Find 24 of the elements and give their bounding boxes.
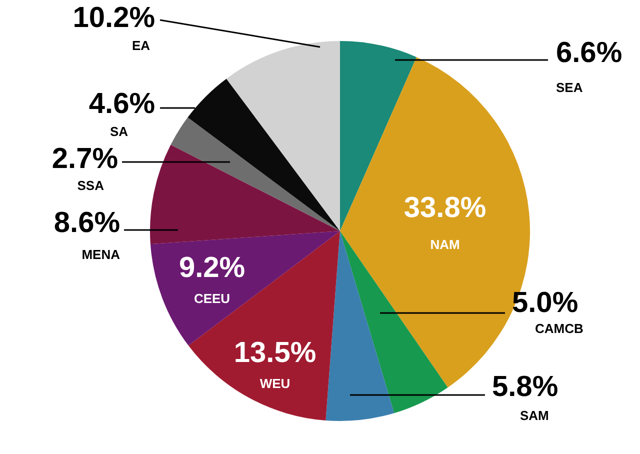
data-label: 10.2% — [72, 2, 156, 34]
pie-slice — [170, 117, 340, 231]
slice-label: SAM — [520, 408, 549, 423]
data-label: 9.2% — [178, 252, 246, 284]
slice-label: MENA — [82, 247, 121, 262]
data-label: 4.6% — [88, 88, 156, 120]
slice-label: CEEU — [194, 291, 230, 306]
data-label: 13.5% — [234, 337, 316, 369]
slice-label: SSA — [77, 178, 105, 193]
data-label: 2.7% — [52, 143, 118, 175]
slice-label: SA — [110, 124, 129, 139]
pie-slice — [150, 144, 340, 244]
data-label: 5.8% — [492, 371, 558, 403]
data-label: 33.8% — [404, 192, 486, 224]
data-label: 5.0% — [512, 287, 578, 319]
slice-label: WEU — [260, 376, 290, 391]
pie-slice — [326, 231, 394, 421]
slice-label: CAMCB — [535, 321, 584, 336]
data-label: 6.6% — [556, 37, 622, 69]
slice-label: SEA — [556, 80, 584, 95]
pie-slice — [226, 41, 340, 231]
data-label: 8.6% — [54, 207, 120, 239]
slice-label: NAM — [430, 237, 460, 252]
slice-label: EA — [132, 38, 151, 53]
